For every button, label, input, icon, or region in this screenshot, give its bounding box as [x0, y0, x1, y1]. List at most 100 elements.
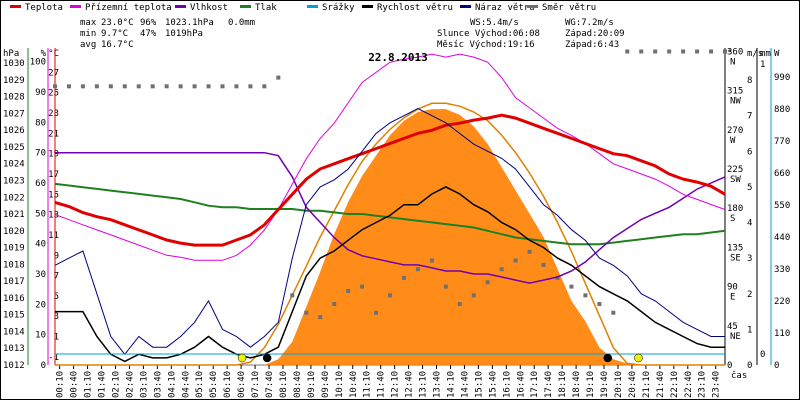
wind-direction-point: [681, 49, 686, 54]
x-tick-label: 03:40: [153, 371, 163, 398]
pressure-line: [54, 182, 726, 246]
wind-direction-point: [499, 267, 504, 272]
x-tick-label: 16:40: [516, 371, 526, 398]
hpa-tick-label: 1013: [3, 344, 25, 354]
x-tick-label: 15:40: [488, 371, 498, 398]
hpa-tick-label: 1022: [3, 193, 25, 203]
w-axis-unit: W: [774, 49, 780, 59]
plot-area: [53, 49, 727, 366]
x-tick-label: 22:40: [684, 371, 694, 398]
wind-speed-line: [55, 186, 725, 363]
hpa-tick-label: 1021: [3, 210, 25, 220]
pct-tick-label: 10: [35, 331, 46, 341]
hpa-tick-label: 1016: [3, 294, 25, 304]
wind-direction-point: [108, 84, 113, 89]
degc-tick-label: 15: [48, 190, 59, 200]
stat-value: 47%: [140, 29, 157, 39]
dir-tick-label: 45: [727, 322, 738, 332]
pct-tick-label: 40: [35, 240, 46, 250]
wind-direction-point: [53, 84, 57, 89]
stat-value: 0.0mm: [228, 18, 255, 28]
ground-temperature-line: [54, 53, 726, 261]
legend-label: Rychlost větru: [377, 3, 453, 13]
x-tick-label: 19:40: [600, 371, 610, 398]
x-tick-label: 21:40: [656, 371, 666, 398]
degc-tick-label: 13: [48, 211, 59, 221]
x-tick-label: 20:10: [614, 371, 624, 398]
wind-direction-point: [360, 284, 365, 289]
dir-tick-label: 90: [727, 283, 738, 293]
wind-direction-point: [569, 284, 574, 289]
legend-label: Teplota: [25, 3, 63, 13]
x-tick-label: 00:40: [70, 371, 80, 398]
dir-tick-label: 135: [727, 243, 743, 253]
hpa-tick-label: 1025: [3, 143, 25, 153]
wind-direction-point: [429, 258, 434, 263]
hpa-tick-label: 1023: [3, 177, 25, 187]
compass-label: SW: [730, 175, 741, 185]
x-tick-label: 09:40: [321, 371, 331, 398]
x-tick-label: 04:40: [181, 371, 191, 398]
x-tick-label: 13:10: [419, 371, 429, 398]
x-tick-label: 05:40: [209, 371, 219, 398]
hpa-axis-unit: hPa: [3, 49, 19, 59]
compass-label: E: [730, 293, 735, 303]
x-tick-label: 13:40: [433, 371, 443, 398]
legend-swatch: [460, 5, 471, 8]
wind-direction-point: [150, 84, 155, 89]
wind-direction-point: [611, 310, 616, 315]
compass-label: N: [730, 57, 735, 67]
ms-tick-label: 7: [747, 112, 752, 122]
x-tick-label: 02:40: [125, 371, 135, 398]
theoretical-radiation-line: [55, 102, 725, 366]
x-tick-label: 10:10: [335, 371, 345, 398]
hpa-tick-label: 1019: [3, 244, 25, 254]
wind-direction-point: [555, 275, 560, 280]
wind-speed: WS:5.4m/s: [470, 18, 519, 28]
legend-swatch: [70, 5, 81, 8]
legend-label: Náraz větru: [475, 3, 535, 13]
wind-direction-point: [94, 84, 99, 89]
x-tick-label: 23:40: [712, 371, 722, 398]
humidity-line: [55, 151, 726, 284]
hpa-tick-label: 1028: [3, 93, 25, 103]
sunrise-marker: [262, 353, 272, 363]
mm-tick-label: 1: [760, 60, 765, 70]
degc-tick-label: 21: [48, 129, 59, 139]
wind-gust-line: [54, 108, 725, 356]
wind-direction-point: [332, 302, 337, 307]
x-tick-label: 18:40: [572, 371, 582, 398]
wind-direction-point: [80, 84, 85, 89]
wind-direction-point: [625, 49, 630, 54]
mm-axis-unit: mm: [760, 49, 771, 59]
wind-direction-point: [583, 293, 588, 298]
hpa-tick-label: 1029: [3, 76, 25, 86]
wind-direction-point: [290, 293, 295, 298]
legend-swatch: [10, 5, 21, 8]
x-tick-label: 22:10: [670, 371, 680, 398]
x-tick-label: 01:10: [84, 371, 94, 398]
x-tick-label: 04:10: [167, 371, 177, 398]
dir-tick-label: 0: [727, 361, 732, 371]
x-tick-label: 16:10: [502, 371, 512, 398]
x-tick-label: 07:40: [265, 371, 275, 398]
wind-gust: WG:7.2m/s: [565, 18, 614, 28]
wind-direction-point: [401, 275, 406, 280]
w-tick-label: 880: [774, 105, 790, 115]
w-tick-label: 770: [774, 137, 790, 147]
pct-tick-label: 60: [35, 179, 46, 189]
wind-direction-point: [415, 267, 420, 272]
wind-direction-point: [178, 84, 183, 89]
wind-direction-point: [695, 49, 700, 54]
x-tick-label: 17:10: [530, 371, 540, 398]
wind-direction-point: [234, 84, 239, 89]
pct-axis-unit: %: [41, 49, 47, 59]
x-tick-label: 19:10: [586, 371, 596, 398]
x-tick-label: 12:40: [405, 371, 415, 398]
degc-axis-unit: °C: [48, 49, 59, 59]
moonset: Západ:6:43: [565, 40, 619, 50]
solar-radiation-area: [55, 109, 725, 365]
wind-direction-point: [443, 284, 448, 289]
x-tick-label: 20:40: [628, 371, 638, 398]
